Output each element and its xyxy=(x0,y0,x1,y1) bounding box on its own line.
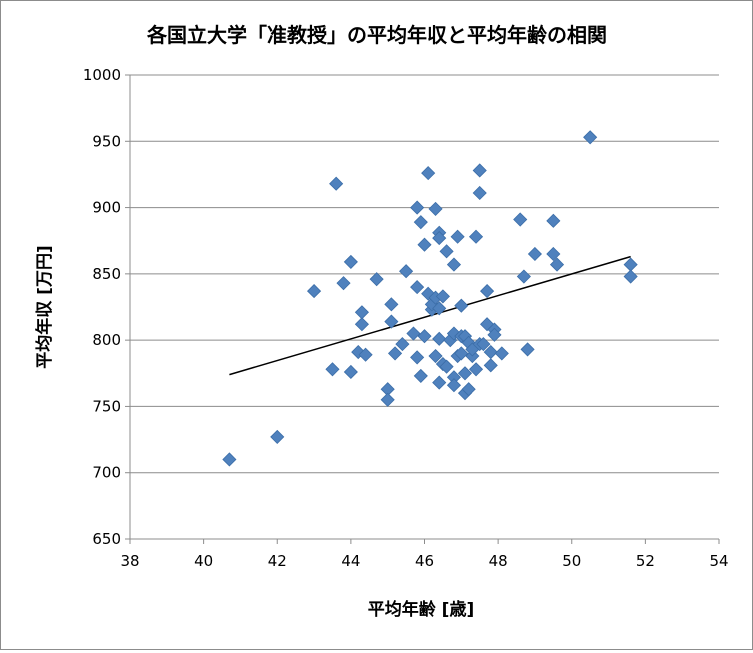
trendline-group xyxy=(229,255,631,376)
x-tick-label: 42 xyxy=(268,552,287,570)
x-tick-label: 50 xyxy=(562,552,581,570)
data-point xyxy=(358,347,373,362)
data-point xyxy=(222,452,237,467)
y-axis-title: 平均年収 [万円] xyxy=(34,245,55,368)
data-point xyxy=(413,368,428,384)
data-point xyxy=(623,269,638,284)
x-tick-label: 54 xyxy=(709,552,728,570)
data-point xyxy=(369,272,384,287)
trendline xyxy=(229,255,631,376)
data-point xyxy=(468,362,484,377)
axes xyxy=(125,74,720,544)
data-point xyxy=(395,337,410,352)
data-point xyxy=(387,346,403,361)
y-tick-label: 850 xyxy=(92,265,121,283)
data-point xyxy=(270,429,285,444)
data-point xyxy=(306,284,322,299)
data-point xyxy=(432,301,447,316)
y-tick-labels: 650 700 750 800 850 900 950 1000 xyxy=(83,66,121,548)
y-tick-label: 750 xyxy=(92,397,121,415)
x-tick-label: 52 xyxy=(636,552,655,570)
data-point xyxy=(446,378,462,393)
data-point xyxy=(421,166,436,181)
data-point xyxy=(329,176,344,191)
data-point xyxy=(432,230,447,246)
data-point xyxy=(439,359,454,374)
data-point xyxy=(399,264,414,279)
data-point xyxy=(428,348,443,364)
data-points xyxy=(222,130,638,467)
data-point xyxy=(336,276,351,291)
x-tick-label: 40 xyxy=(194,552,213,570)
data-point xyxy=(623,257,638,272)
y-tick-label: 900 xyxy=(92,199,121,217)
data-point xyxy=(546,246,561,262)
data-point xyxy=(417,237,432,252)
data-point xyxy=(494,346,509,361)
data-point xyxy=(583,130,598,145)
data-point xyxy=(413,215,428,230)
data-point xyxy=(435,289,450,304)
data-point xyxy=(417,329,432,344)
y-tick-label: 800 xyxy=(92,331,121,349)
data-point xyxy=(384,297,399,312)
data-point xyxy=(468,229,484,244)
data-point xyxy=(461,382,476,397)
y-tick-label: 700 xyxy=(92,464,121,482)
data-point xyxy=(546,213,561,228)
data-point xyxy=(432,331,447,346)
data-point xyxy=(487,327,502,342)
data-point xyxy=(410,200,425,215)
y-tick-label: 950 xyxy=(92,132,121,150)
data-point xyxy=(454,298,469,313)
chart-title: 各国立大学「准教授」の平均年収と平均年齢の相関 xyxy=(146,23,607,47)
data-point xyxy=(450,229,465,244)
data-point xyxy=(472,163,487,178)
data-point xyxy=(476,337,491,352)
data-point xyxy=(472,185,487,201)
data-point xyxy=(520,342,535,357)
data-point xyxy=(410,280,425,295)
y-tick-label: 650 xyxy=(92,530,121,548)
data-point xyxy=(439,244,454,259)
x-tick-label: 38 xyxy=(120,552,139,570)
data-point xyxy=(446,257,462,272)
data-point xyxy=(410,350,425,365)
data-point xyxy=(513,212,528,227)
data-point xyxy=(480,284,495,299)
y-tick-label: 1000 xyxy=(83,66,121,84)
data-point xyxy=(428,201,443,216)
data-point xyxy=(483,358,498,373)
x-tick-label: 48 xyxy=(489,552,508,570)
data-point xyxy=(343,254,358,269)
data-point xyxy=(384,314,399,329)
data-point xyxy=(354,317,369,332)
data-point xyxy=(406,326,421,341)
data-point xyxy=(432,375,447,390)
data-point xyxy=(549,257,565,272)
data-point xyxy=(454,346,469,361)
data-point xyxy=(380,392,395,407)
x-tick-label: 46 xyxy=(415,552,434,570)
data-point xyxy=(527,246,543,262)
data-point xyxy=(325,362,340,377)
data-point xyxy=(343,364,358,380)
data-point xyxy=(516,269,531,284)
data-point xyxy=(354,305,369,320)
x-tick-label: 44 xyxy=(341,552,360,570)
x-tick-labels: 38 40 42 44 46 48 50 52 54 xyxy=(120,552,728,570)
data-point xyxy=(457,366,473,381)
x-axis-title: 平均年齢 [歳] xyxy=(368,599,474,620)
